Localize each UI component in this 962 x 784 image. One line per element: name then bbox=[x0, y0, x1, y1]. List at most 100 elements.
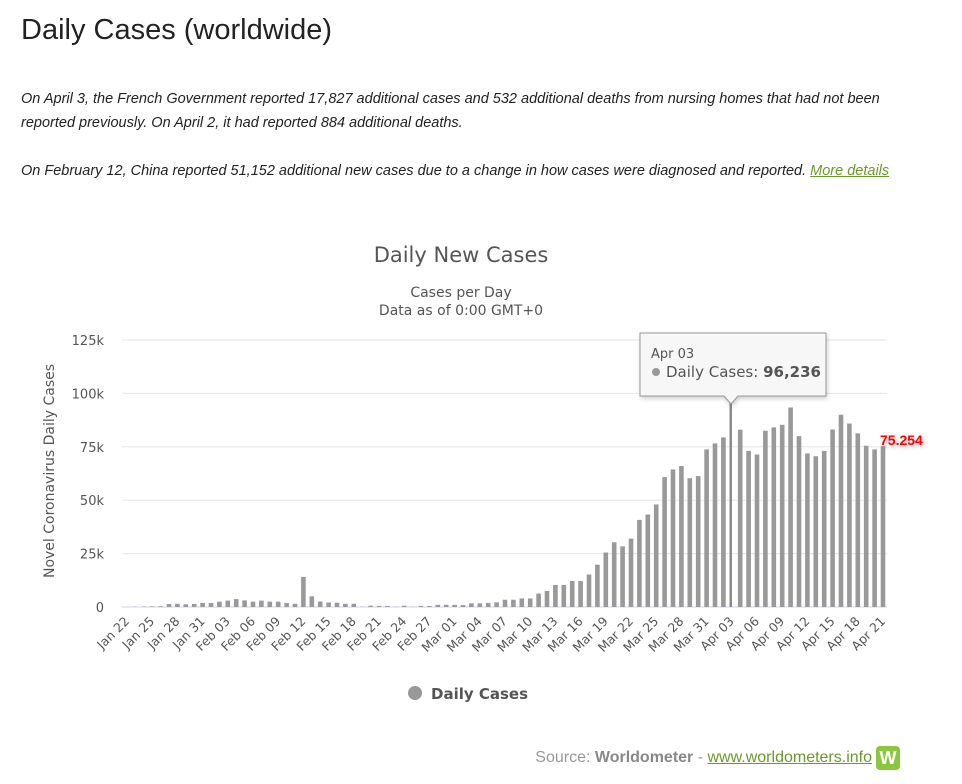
bar-feb-06[interactable] bbox=[250, 601, 256, 607]
bar-apr-02[interactable] bbox=[721, 437, 726, 607]
bar-mar-18[interactable] bbox=[595, 564, 600, 607]
bar-feb-15[interactable] bbox=[326, 602, 331, 607]
note-text: On February 12, China reported 51,152 ad… bbox=[21, 163, 811, 179]
bar-feb-08[interactable] bbox=[267, 601, 273, 607]
bar-mar-10[interactable] bbox=[527, 598, 533, 607]
bar-mar-21[interactable] bbox=[620, 546, 625, 607]
bar-feb-18[interactable] bbox=[351, 603, 357, 607]
bar-apr-19[interactable] bbox=[863, 445, 869, 607]
bar-mar-05[interactable] bbox=[485, 602, 491, 607]
bar-feb-24[interactable] bbox=[401, 605, 407, 607]
bar-mar-13[interactable] bbox=[553, 584, 558, 607]
bar-mar-23[interactable] bbox=[637, 519, 642, 607]
bar-apr-11[interactable] bbox=[796, 436, 802, 607]
bar-apr-15[interactable] bbox=[830, 429, 835, 607]
bar-feb-29[interactable] bbox=[443, 604, 449, 607]
bar-apr-01[interactable] bbox=[712, 443, 718, 607]
tooltip-label: Daily Cases: bbox=[666, 363, 763, 381]
y-tick-label: 125k bbox=[72, 334, 105, 349]
bar-feb-02[interactable] bbox=[217, 601, 222, 607]
bar-apr-18[interactable] bbox=[855, 433, 861, 607]
more-details-link[interactable]: More details bbox=[810, 163, 890, 179]
bar-mar-29[interactable] bbox=[687, 478, 693, 607]
bar-jan-25[interactable] bbox=[149, 606, 155, 607]
bar-mar-03[interactable] bbox=[469, 603, 474, 607]
bar-mar-22[interactable] bbox=[628, 538, 634, 607]
bar-feb-14[interactable] bbox=[317, 601, 323, 607]
bar-feb-28[interactable] bbox=[435, 604, 441, 607]
bar-feb-27[interactable] bbox=[427, 605, 432, 607]
bar-apr-05[interactable] bbox=[746, 450, 751, 607]
bar-mar-02[interactable] bbox=[460, 605, 466, 607]
bar-mar-31[interactable] bbox=[704, 449, 709, 607]
bar-feb-22[interactable] bbox=[385, 605, 390, 607]
bar-apr-03[interactable] bbox=[729, 401, 733, 607]
source-link[interactable]: www.worldometers.info bbox=[707, 749, 873, 767]
bar-apr-06[interactable] bbox=[754, 454, 760, 607]
bar-feb-17[interactable] bbox=[343, 603, 348, 607]
bar-feb-10[interactable] bbox=[284, 602, 289, 607]
bar-mar-04[interactable] bbox=[477, 603, 483, 607]
bar-apr-10[interactable] bbox=[788, 407, 793, 607]
bar-mar-14[interactable] bbox=[561, 584, 567, 607]
bar-mar-30[interactable] bbox=[695, 476, 701, 607]
bar-mar-20[interactable] bbox=[611, 542, 617, 607]
tooltip-box bbox=[639, 332, 827, 405]
bar-jan-31[interactable] bbox=[200, 602, 205, 607]
bar-feb-26[interactable] bbox=[418, 605, 424, 607]
bar-apr-20[interactable] bbox=[872, 449, 877, 607]
bar-mar-12[interactable] bbox=[544, 590, 550, 607]
tooltip-date: Apr 03 bbox=[651, 347, 694, 362]
page-title: Daily Cases (worldwide) bbox=[21, 14, 333, 46]
bar-apr-14[interactable] bbox=[821, 450, 827, 607]
bar-mar-28[interactable] bbox=[679, 466, 684, 607]
bar-feb-11[interactable] bbox=[292, 603, 298, 607]
bar-apr-13[interactable] bbox=[813, 456, 819, 607]
bar-jan-29[interactable] bbox=[183, 604, 189, 607]
note-text: On April 3, the French Government report… bbox=[21, 91, 880, 131]
source-name: Worldometer bbox=[594, 749, 694, 767]
chart-subtitle-2: Data as of 0:00 GMT+0 bbox=[379, 303, 543, 319]
bar-apr-16[interactable] bbox=[838, 414, 844, 607]
bar-feb-16[interactable] bbox=[334, 602, 340, 607]
bar-apr-09[interactable] bbox=[779, 424, 785, 607]
bar-feb-05[interactable] bbox=[242, 600, 247, 607]
bar-feb-12[interactable] bbox=[301, 576, 306, 607]
bar-mar-06[interactable] bbox=[494, 602, 499, 607]
bar-apr-12[interactable] bbox=[805, 453, 810, 607]
bar-feb-03[interactable] bbox=[225, 600, 231, 607]
bar-feb-13[interactable] bbox=[309, 596, 315, 607]
bar-mar-01[interactable] bbox=[452, 604, 457, 607]
bar-apr-04[interactable] bbox=[737, 429, 743, 607]
bar-feb-09[interactable] bbox=[275, 601, 281, 607]
bar-mar-11[interactable] bbox=[536, 593, 541, 607]
bar-mar-25[interactable] bbox=[653, 504, 659, 607]
y-tick-label: 0 bbox=[96, 601, 104, 616]
bar-feb-20[interactable] bbox=[368, 605, 373, 607]
worldometer-logo: W bbox=[876, 746, 900, 770]
bar-feb-01[interactable] bbox=[208, 602, 214, 607]
bar-mar-16[interactable] bbox=[578, 580, 583, 607]
bar-jan-28[interactable] bbox=[175, 603, 180, 607]
bar-mar-24[interactable] bbox=[645, 514, 651, 607]
bar-mar-17[interactable] bbox=[586, 574, 592, 607]
legend-item-daily-cases[interactable]: Daily Cases bbox=[408, 685, 528, 703]
bar-apr-07[interactable] bbox=[763, 430, 768, 607]
bar-mar-26[interactable] bbox=[662, 477, 667, 607]
bar-mar-07[interactable] bbox=[502, 599, 508, 607]
bar-jan-27[interactable] bbox=[166, 604, 172, 607]
bar-mar-09[interactable] bbox=[519, 598, 525, 607]
bar-feb-07[interactable] bbox=[259, 600, 264, 607]
bar-mar-19[interactable] bbox=[603, 552, 609, 607]
bar-jan-30[interactable] bbox=[191, 604, 197, 607]
bar-apr-08[interactable] bbox=[771, 427, 777, 607]
bar-apr-21[interactable] bbox=[880, 446, 886, 607]
bar-mar-08[interactable] bbox=[511, 599, 516, 607]
bar-feb-04[interactable] bbox=[233, 599, 239, 607]
bar-mar-15[interactable] bbox=[569, 580, 575, 607]
bar-feb-21[interactable] bbox=[376, 605, 382, 607]
bar-jan-26[interactable] bbox=[158, 606, 163, 607]
bar-mar-27[interactable] bbox=[670, 469, 676, 607]
bar-apr-17[interactable] bbox=[847, 423, 852, 607]
y-tick-label: 25k bbox=[80, 548, 105, 563]
